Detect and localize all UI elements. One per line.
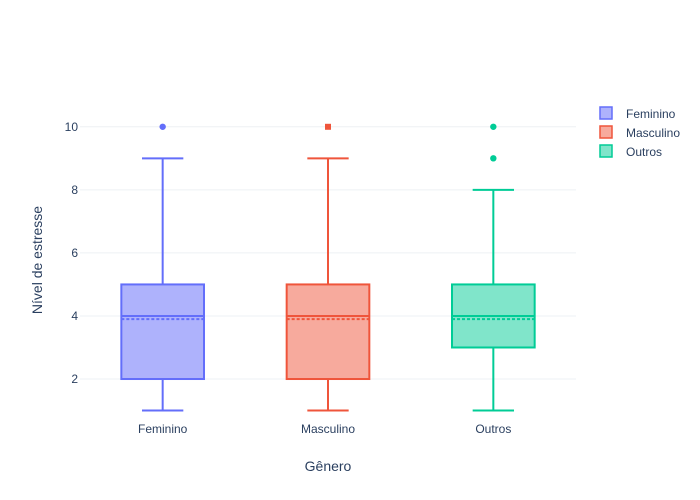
y-tick-label: 10 — [65, 120, 79, 134]
x-tick-labels: Feminino Masculino Outros — [138, 422, 511, 436]
x-tick-label: Feminino — [138, 422, 188, 436]
x-tick-label: Outros — [475, 422, 511, 436]
legend-label: Outros — [626, 145, 662, 159]
y-tick-label: 6 — [71, 246, 78, 260]
legend-item-feminino[interactable]: Feminino — [599, 106, 676, 121]
box-series-masculino — [285, 123, 371, 412]
legend-swatch — [599, 125, 613, 139]
legend-label: Feminino — [626, 107, 676, 121]
outlier-point — [490, 123, 497, 130]
iqr-box — [120, 283, 205, 381]
legend-swatch — [599, 106, 613, 120]
box-series-outros — [451, 123, 536, 412]
legend-item-outros[interactable]: Outros — [599, 144, 662, 159]
x-axis-title: Gênero — [305, 458, 352, 474]
outlier-point — [325, 123, 331, 130]
x-tick-label: Masculino — [301, 422, 355, 436]
y-tick-label: 4 — [71, 309, 78, 323]
legend[interactable]: Feminino Masculino Outros — [599, 106, 680, 159]
legend-label: Masculino — [626, 126, 680, 140]
box-series-layer — [120, 123, 536, 412]
y-axis-title: Nível de estresse — [29, 206, 45, 314]
y-tick-labels: 2 4 6 8 10 — [65, 120, 79, 386]
legend-swatch — [599, 144, 613, 158]
y-tick-label: 2 — [71, 372, 78, 386]
legend-item-masculino[interactable]: Masculino — [599, 125, 680, 140]
iqr-box — [285, 283, 371, 381]
outlier-point — [490, 155, 497, 162]
outlier-point — [159, 123, 166, 130]
y-tick-label: 8 — [71, 183, 78, 197]
box-series-feminino — [120, 123, 205, 412]
